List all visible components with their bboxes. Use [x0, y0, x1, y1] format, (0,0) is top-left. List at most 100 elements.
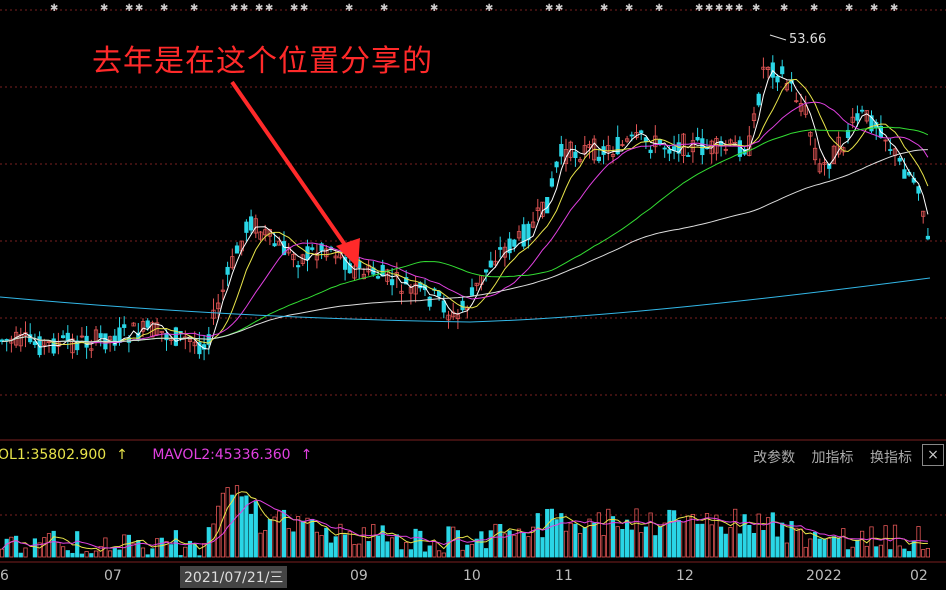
volume-bar — [79, 553, 84, 558]
volume-bar — [808, 538, 813, 558]
ma-line — [1, 126, 929, 343]
volume-bar — [216, 505, 221, 558]
candle-body — [695, 136, 700, 141]
candle-body — [277, 240, 282, 246]
event-marker-icon[interactable]: ✱ — [160, 3, 169, 14]
candle-body — [756, 93, 761, 106]
volume-bar — [4, 538, 9, 558]
ma-line — [1, 69, 929, 350]
event-marker-icon[interactable]: ✱ — [255, 3, 264, 14]
candle-body — [253, 218, 258, 234]
volume-bar — [159, 537, 164, 558]
volume-bar — [610, 516, 616, 558]
event-marker-icon[interactable]: ✱ — [135, 3, 144, 14]
event-marker-icon[interactable]: ✱ — [240, 3, 249, 14]
candle-body — [850, 116, 855, 123]
event-marker-icon[interactable]: ✱ — [625, 3, 634, 14]
candle-body — [0, 339, 5, 342]
volume-bar — [319, 534, 324, 558]
event-marker-icon[interactable]: ✱ — [890, 3, 899, 14]
x-tick: 10 — [463, 568, 481, 584]
volume-bar — [404, 542, 409, 558]
event-marker-icon[interactable]: ✱ — [290, 3, 299, 14]
event-marker-icon[interactable]: ✱ — [50, 3, 59, 14]
volume-bar — [545, 508, 550, 558]
volume-bar — [803, 546, 808, 558]
volume-bar — [145, 554, 150, 558]
vol-ma-line — [1, 499, 928, 550]
volume-bar — [789, 521, 794, 558]
candle-body — [361, 273, 367, 280]
candle-body — [512, 239, 517, 247]
event-marker-icon[interactable]: ✱ — [125, 3, 134, 14]
volume-bar — [366, 541, 371, 558]
volume-bar — [559, 513, 564, 558]
event-marker-icon[interactable]: ✱ — [555, 3, 564, 14]
candle-body — [761, 66, 766, 70]
event-marker-icon[interactable]: ✱ — [430, 3, 439, 14]
candle-body — [37, 336, 42, 356]
event-marker-icon[interactable]: ✱ — [265, 3, 274, 14]
event-marker-icon[interactable]: ✱ — [715, 3, 724, 14]
event-marker-icon[interactable]: ✱ — [190, 3, 199, 14]
vol-ma2-value: MAVOL2:45336.360 ↑ — [152, 447, 313, 463]
close-icon[interactable]: × — [922, 444, 944, 466]
event-marker-icon[interactable]: ✱ — [780, 3, 789, 14]
volume-bar — [775, 536, 780, 558]
x-tick: 2022 — [806, 568, 842, 584]
volume-bar — [784, 542, 790, 558]
volume-bar — [498, 524, 503, 558]
change-params-button[interactable]: 改参数 — [753, 450, 796, 466]
switch-indicator-button[interactable]: 换指标 — [870, 450, 912, 466]
event-marker-icon[interactable]: ✱ — [230, 3, 239, 14]
event-marker-icon[interactable]: ✱ — [752, 3, 761, 14]
candle-body — [549, 178, 555, 187]
event-marker-icon[interactable]: ✱ — [735, 3, 744, 14]
event-marker-icon[interactable]: ✱ — [380, 3, 389, 14]
event-marker-icon[interactable]: ✱ — [870, 3, 879, 14]
event-marker-icon[interactable]: ✱ — [345, 3, 354, 14]
event-marker-icon[interactable]: ✱ — [845, 3, 854, 14]
volume-bar — [615, 526, 620, 558]
volume-bar — [305, 517, 310, 558]
event-marker-icon[interactable]: ✱ — [655, 3, 664, 14]
volume-bar — [723, 533, 728, 558]
candle-body — [75, 340, 80, 351]
event-marker-icon[interactable]: ✱ — [810, 3, 819, 14]
candle-body — [686, 155, 691, 157]
candle-body — [728, 139, 733, 145]
volume-bar — [98, 545, 103, 558]
volume-bar — [187, 540, 193, 558]
event-marker-icon[interactable]: ✱ — [705, 3, 714, 14]
event-marker-icon[interactable]: ✱ — [485, 3, 494, 14]
candle-body — [775, 75, 780, 83]
volume-bar — [263, 530, 268, 558]
volume-bar — [277, 510, 282, 558]
volume-bar — [845, 549, 851, 558]
candle-body — [751, 113, 757, 121]
candle-body — [813, 147, 818, 161]
candlesticks — [0, 55, 931, 361]
candle-body — [413, 283, 418, 295]
event-marker-icon[interactable]: ✱ — [300, 3, 309, 14]
volume-bar — [361, 527, 367, 558]
add-indicator-button[interactable]: 加指标 — [811, 450, 854, 466]
event-marker-icon[interactable]: ✱ — [100, 3, 109, 14]
volume-bar — [239, 496, 244, 558]
x-axis: 6 07 09 10 11 12 2022 02 — [0, 566, 946, 590]
event-marker-icon[interactable]: ✱ — [695, 3, 704, 14]
event-marker-icon[interactable]: ✱ — [545, 3, 554, 14]
candle-body — [187, 338, 193, 342]
x-tick: 6 — [0, 568, 9, 584]
candle-body — [375, 276, 381, 279]
volume-bar — [512, 534, 517, 558]
volume-bar — [197, 555, 202, 558]
volume-bar — [874, 546, 879, 558]
event-marker-icon[interactable]: ✱ — [600, 3, 609, 14]
volume-bar — [742, 514, 747, 558]
volume-bar — [568, 522, 573, 558]
volume-bar — [108, 550, 113, 558]
event-marker-icon[interactable]: ✱ — [725, 3, 734, 14]
candle-body — [521, 224, 526, 247]
